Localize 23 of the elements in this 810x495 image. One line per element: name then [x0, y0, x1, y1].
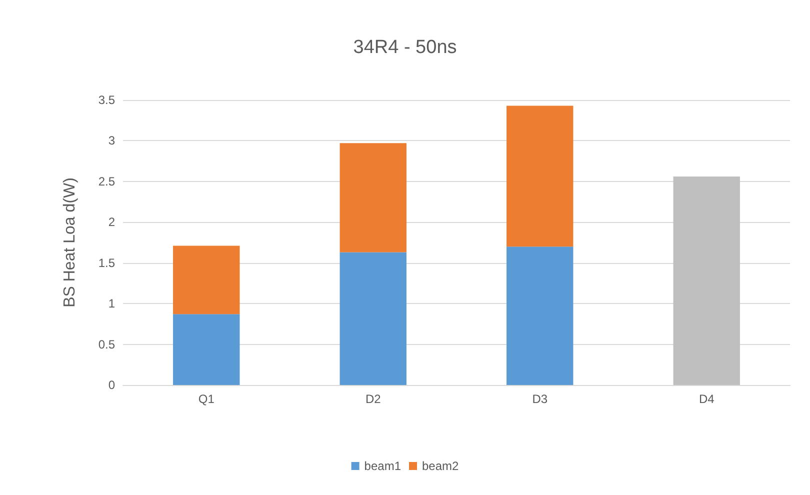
y-tick-label: 1.5	[98, 256, 116, 270]
x-tick-label: D3	[532, 392, 548, 406]
chart-title: 34R4 - 50ns	[353, 37, 457, 58]
x-tick-label: D2	[365, 392, 382, 406]
bar	[340, 252, 406, 385]
bar	[340, 143, 406, 252]
x-tick-label: D4	[698, 392, 715, 406]
x-tick-label: Q1	[198, 392, 215, 406]
bar	[173, 314, 240, 385]
legend-label: beam1	[364, 459, 402, 473]
bar	[506, 106, 574, 247]
legend-label: beam2	[422, 459, 460, 473]
y-tick-label: 1	[108, 296, 116, 311]
y-axis-title: BS Heat Loa d(W)	[62, 178, 78, 308]
y-tick-label: 3	[108, 134, 116, 148]
y-tick-label: 2.5	[98, 174, 116, 188]
y-tick-label: 0	[108, 378, 116, 392]
bar	[173, 246, 240, 314]
bar	[673, 176, 740, 385]
bar	[506, 246, 574, 385]
y-tick-label: 2	[108, 215, 116, 230]
y-tick-label: 3.5	[98, 93, 116, 107]
y-tick-label: 0.5	[98, 337, 116, 352]
